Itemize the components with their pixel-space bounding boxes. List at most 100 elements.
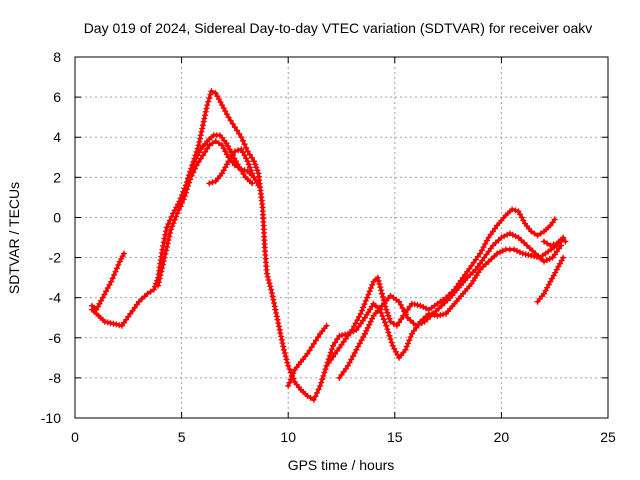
- data-point-marker: [387, 336, 394, 343]
- data-point-marker: [406, 337, 413, 344]
- data-point-marker: [562, 238, 569, 245]
- data-point-marker: [235, 147, 242, 154]
- data-point-marker: [287, 376, 294, 383]
- data-point-marker: [350, 323, 357, 330]
- data-point-marker: [378, 309, 385, 316]
- data-point-marker: [405, 340, 411, 347]
- data-point-marker: [244, 158, 251, 165]
- data-point-marker: [189, 165, 196, 171]
- series-track-d: [178, 132, 255, 203]
- data-point-marker: [268, 290, 275, 296]
- data-point-marker: [115, 261, 122, 268]
- data-point-marker: [494, 250, 501, 257]
- data-point-marker: [227, 117, 234, 124]
- data-point-marker: [549, 254, 556, 261]
- data-point-marker: [348, 356, 355, 363]
- data-point-marker: [113, 265, 120, 272]
- data-point-marker: [509, 206, 516, 213]
- data-point-marker: [332, 339, 339, 346]
- data-point-marker: [304, 350, 311, 357]
- data-point-marker: [278, 333, 285, 340]
- chart-title: Day 019 of 2024, Sidereal Day-to-day VTE…: [84, 20, 593, 36]
- data-point-marker: [440, 311, 447, 318]
- data-point-marker: [393, 322, 400, 329]
- data-point-marker: [497, 249, 503, 256]
- data-point-marker: [358, 337, 365, 344]
- data-point-marker: [398, 316, 405, 323]
- y-tick-label: -10: [41, 410, 61, 426]
- data-point-marker: [483, 237, 490, 244]
- data-point-marker: [212, 138, 219, 145]
- data-point-marker: [104, 319, 111, 326]
- y-axis-label: SDTVAR / TECUs: [6, 182, 22, 294]
- data-point-marker: [504, 231, 511, 238]
- data-point-marker: [386, 315, 393, 322]
- data-point-marker: [205, 98, 212, 105]
- y-tick-label: 0: [53, 209, 61, 225]
- data-point-marker: [147, 288, 154, 295]
- data-point-marker: [200, 118, 207, 125]
- data-point-marker: [241, 141, 248, 148]
- data-point-marker: [315, 334, 321, 341]
- data-point-marker: [254, 167, 261, 174]
- data-point-marker: [155, 279, 162, 286]
- data-point-marker: [560, 234, 567, 241]
- data-point-marker: [541, 238, 547, 245]
- data-point-marker: [353, 346, 360, 353]
- data-point-marker: [195, 142, 202, 149]
- data-point-marker: [441, 300, 448, 306]
- data-point-marker: [541, 290, 547, 297]
- data-point-marker: [160, 239, 167, 246]
- data-point-marker: [255, 182, 262, 189]
- data-point-marker: [403, 343, 410, 350]
- data-point-marker: [276, 326, 283, 333]
- data-point-marker: [375, 277, 382, 284]
- data-point-marker: [253, 164, 260, 171]
- data-point-marker: [187, 171, 194, 178]
- data-point-marker: [207, 91, 214, 98]
- data-point-marker: [229, 120, 236, 127]
- data-point-marker: [289, 373, 295, 380]
- data-point-marker: [387, 318, 394, 325]
- data-point-marker: [206, 142, 213, 149]
- data-point-marker: [308, 344, 315, 351]
- data-point-marker: [108, 278, 115, 285]
- data-point-marker: [518, 214, 525, 221]
- data-point-marker: [197, 132, 204, 139]
- data-point-marker: [109, 275, 116, 282]
- data-point-marker: [362, 297, 369, 304]
- data-point-marker: [110, 320, 117, 327]
- data-point-marker: [532, 250, 539, 257]
- data-point-marker: [383, 306, 390, 313]
- data-point-marker: [356, 340, 363, 347]
- data-point-marker: [269, 293, 276, 300]
- data-point-marker: [161, 235, 168, 242]
- data-point-marker: [385, 312, 392, 319]
- data-point-marker: [222, 108, 229, 115]
- data-point-marker: [179, 192, 186, 199]
- data-point-marker: [355, 343, 362, 350]
- data-point-marker: [160, 258, 167, 265]
- series-track-j: [541, 234, 569, 249]
- data-point-marker: [352, 320, 359, 327]
- x-tick-label: 15: [387, 429, 403, 445]
- data-point-marker: [121, 250, 127, 257]
- data-point-marker: [430, 310, 437, 317]
- data-point-marker: [384, 309, 391, 316]
- data-point-marker: [169, 223, 176, 230]
- x-tick-label: 5: [178, 429, 186, 445]
- data-point-marker: [159, 261, 166, 268]
- data-point-marker: [202, 108, 209, 115]
- series-trace: [90, 251, 126, 312]
- data-point-marker: [225, 143, 231, 150]
- data-point-marker: [491, 253, 498, 260]
- y-tick-label: -8: [49, 370, 62, 386]
- data-point-marker: [414, 302, 421, 308]
- data-point-marker: [159, 246, 166, 253]
- data-point-marker: [351, 350, 358, 356]
- data-point-marker: [280, 343, 287, 350]
- data-point-marker: [215, 140, 222, 147]
- data-point-marker: [201, 115, 208, 122]
- data-point-marker: [438, 302, 445, 309]
- data-point-marker: [558, 242, 565, 249]
